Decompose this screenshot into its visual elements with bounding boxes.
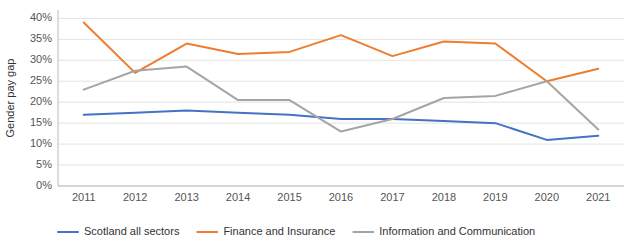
y-grid xyxy=(58,18,624,186)
legend-label: Finance and Insurance xyxy=(223,225,335,237)
x-tick-label: 2017 xyxy=(380,191,404,203)
y-tick-label: 0% xyxy=(36,179,52,191)
x-tick-label: 2021 xyxy=(586,191,610,203)
legend-swatch xyxy=(58,231,78,233)
legend-swatch xyxy=(197,231,217,233)
series-line xyxy=(84,111,599,140)
grid-line xyxy=(58,81,624,82)
grid-line xyxy=(58,165,624,166)
grid-line xyxy=(58,18,624,19)
chart-container: 0% 5% 10% 15% 20% 25% 30% 35% 40% 2011 2012 2013 201… xyxy=(0,0,636,244)
x-tick-label: 2014 xyxy=(226,191,250,203)
legend-swatch xyxy=(353,231,373,233)
y-tick-label: 20% xyxy=(30,95,52,107)
y-axis-label: Gender pay gap xyxy=(4,59,16,138)
legend-label: Information and Communication xyxy=(379,225,535,237)
y-tick-label: 5% xyxy=(36,158,52,170)
x-tick-label: 2013 xyxy=(174,191,198,203)
y-tick-label: 10% xyxy=(30,137,52,149)
x-tick-label: 2018 xyxy=(432,191,456,203)
y-tick-label: 30% xyxy=(30,53,52,65)
y-axis-line xyxy=(58,10,59,186)
grid-line xyxy=(58,186,624,187)
x-tick-label: 2016 xyxy=(329,191,353,203)
x-tick-label: 2011 xyxy=(72,191,96,203)
chart-svg: 0% 5% 10% 15% 20% 25% 30% 35% 40% 2011 2012 2013 201… xyxy=(0,0,636,244)
y-tick-label: 15% xyxy=(30,116,52,128)
legend: Scotland all sectors Finance and Insuranc… xyxy=(58,225,535,237)
y-tick-label: 35% xyxy=(30,32,52,44)
grid-line xyxy=(58,144,624,145)
grid-line xyxy=(58,102,624,103)
grid-line xyxy=(58,60,624,61)
y-tick-label: 40% xyxy=(30,11,52,23)
y-tick-label: 25% xyxy=(30,74,52,86)
x-tick-label: 2015 xyxy=(277,191,301,203)
legend-label: Scotland all sectors xyxy=(84,225,180,237)
grid-line xyxy=(58,39,624,40)
grid-line xyxy=(58,123,624,124)
x-axis-line xyxy=(58,186,624,187)
x-tick-label: 2020 xyxy=(535,191,559,203)
series-line xyxy=(84,23,599,82)
series-line xyxy=(84,67,599,132)
x-tick-label: 2019 xyxy=(483,191,507,203)
lines xyxy=(84,23,599,140)
x-tick-label: 2012 xyxy=(123,191,147,203)
